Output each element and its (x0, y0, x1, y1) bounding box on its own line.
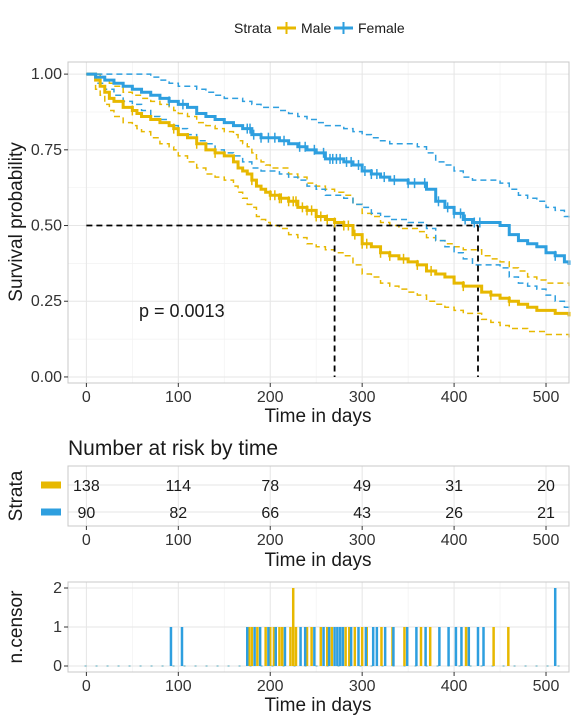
x-tick-label: 300 (349, 678, 376, 695)
risk-count-female: 82 (169, 505, 187, 522)
risk-table-frame (67, 465, 570, 527)
risk-count-female: 43 (353, 505, 371, 522)
x-tick-label: 0 (82, 678, 91, 695)
survival-grid (68, 62, 569, 383)
x-tick-label: 500 (533, 532, 560, 549)
x-tick-label: 200 (257, 532, 284, 549)
risk-count-male: 78 (261, 478, 279, 495)
p-value-annotation: p = 0.0013 (139, 301, 225, 321)
risk-table: Number at risk by time 138 114 78 49 31 20 90 8… (6, 437, 570, 571)
risk-table-strata-swatches (41, 481, 61, 516)
risk-count-female: 21 (537, 505, 555, 522)
legend-label-male: Male (301, 20, 332, 36)
y-tick-label: 0.00 (31, 369, 62, 386)
x-tick-label: 400 (441, 532, 468, 549)
x-tick-label: 200 (257, 389, 284, 406)
risk-count-female: 26 (445, 505, 463, 522)
confidence-bands (86, 73, 570, 338)
survival-plot-frame (67, 61, 570, 384)
ci-upper-female (86, 73, 570, 220)
risk-strata-swatch-male (41, 481, 61, 489)
risk-count-male: 138 (73, 478, 100, 495)
risk-count-male: 31 (445, 478, 463, 495)
censor-plot: 0 100 200 300 400 500 0 1 2 Time in days n.cens… (6, 580, 570, 716)
risk-table-y-axis-label: Strata (6, 470, 27, 521)
x-tick-label: 100 (165, 678, 192, 695)
risk-table-title: Number at risk by time (68, 437, 278, 460)
legend-title: Strata (234, 20, 272, 36)
y-tick-label: 0 (53, 658, 62, 675)
censor-y-ticks: 0 1 2 (53, 580, 68, 675)
x-tick-label: 100 (165, 532, 192, 549)
censor-y-axis-label: n.censor (6, 590, 27, 664)
risk-count-male: 20 (537, 478, 555, 495)
y-tick-label: 0.75 (31, 142, 62, 159)
x-tick-label: 400 (441, 678, 468, 695)
ci-lower-male (86, 73, 570, 338)
risk-count-female: 90 (77, 505, 95, 522)
censor-marks (131, 96, 556, 307)
x-tick-label: 500 (533, 389, 560, 406)
risk-count-female: 66 (261, 505, 279, 522)
y-tick-label: 0.50 (31, 218, 62, 235)
survival-y-axis-label: Survival probability (6, 142, 27, 302)
x-tick-label: 500 (533, 678, 560, 695)
ci-lower-female (86, 73, 570, 311)
x-tick-label: 200 (257, 678, 284, 695)
x-tick-label: 0 (82, 532, 91, 549)
x-tick-label: 0 (82, 389, 91, 406)
risk-count-male: 114 (166, 478, 192, 495)
censor-x-ticks: 0 100 200 300 400 500 (82, 672, 560, 695)
x-tick-label: 300 (349, 532, 376, 549)
y-tick-label: 2 (53, 580, 62, 597)
x-tick-label: 300 (349, 389, 376, 406)
x-tick-label: 400 (441, 389, 468, 406)
censor-bars (84, 588, 565, 667)
legend-label-female: Female (358, 20, 405, 36)
risk-count-male: 49 (353, 478, 371, 495)
risk-table-grid (68, 466, 569, 526)
legend-item-male: Male (277, 20, 332, 36)
risk-table-x-axis-label: Time in days (265, 550, 372, 571)
y-tick-label: 1.00 (31, 66, 62, 83)
y-tick-label: 1 (53, 619, 62, 636)
x-tick-label: 100 (165, 389, 192, 406)
legend-item-female: Female (334, 20, 405, 36)
median-lines (86, 224, 479, 377)
legend: Strata Male Female (234, 20, 405, 36)
survival-x-axis-label: Time in days (265, 406, 372, 427)
risk-table-cells: 138 114 78 49 31 20 90 82 66 43 26 21 (73, 478, 555, 522)
y-tick-label: 0.25 (31, 293, 62, 310)
risk-table-x-ticks: 0 100 200 300 400 500 (82, 526, 560, 549)
risk-strata-swatch-female (41, 508, 61, 516)
survival-curve-female (86, 72, 571, 265)
survival-x-ticks: 0 100 200 300 400 500 (82, 383, 560, 406)
ci-upper-male (86, 73, 570, 287)
survival-plot: 0 100 200 300 400 500 0.00 0.25 0.50 0.75 1.00 p … (6, 61, 571, 427)
survival-y-ticks: 0.00 0.25 0.50 0.75 1.00 (31, 66, 68, 386)
censor-x-axis-label: Time in days (265, 695, 372, 716)
